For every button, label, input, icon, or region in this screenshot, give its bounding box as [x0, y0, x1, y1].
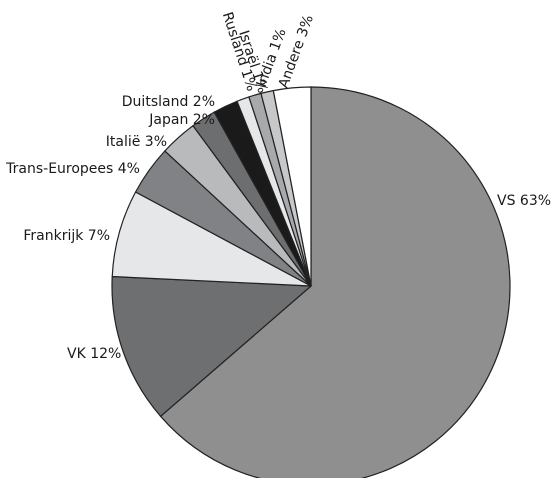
pie-label-vk: VK 12% — [67, 346, 121, 362]
pie-slice-andere — [272, 86, 312, 287]
pie-slice-vk — [111, 275, 313, 418]
pie-label-frankrijk: Frankrijk 7% — [23, 228, 110, 244]
pie-label-duitsland: Duitsland 2% — [122, 94, 215, 110]
pie-label-itali-: Italië 3% — [106, 134, 167, 150]
pie-slices — [111, 86, 511, 478]
pie-label-vs: VS 63% — [497, 193, 551, 209]
pie-label-trans-europees: Trans-Europees 4% — [5, 161, 140, 177]
pie-label-japan: Japan 2% — [148, 112, 215, 128]
